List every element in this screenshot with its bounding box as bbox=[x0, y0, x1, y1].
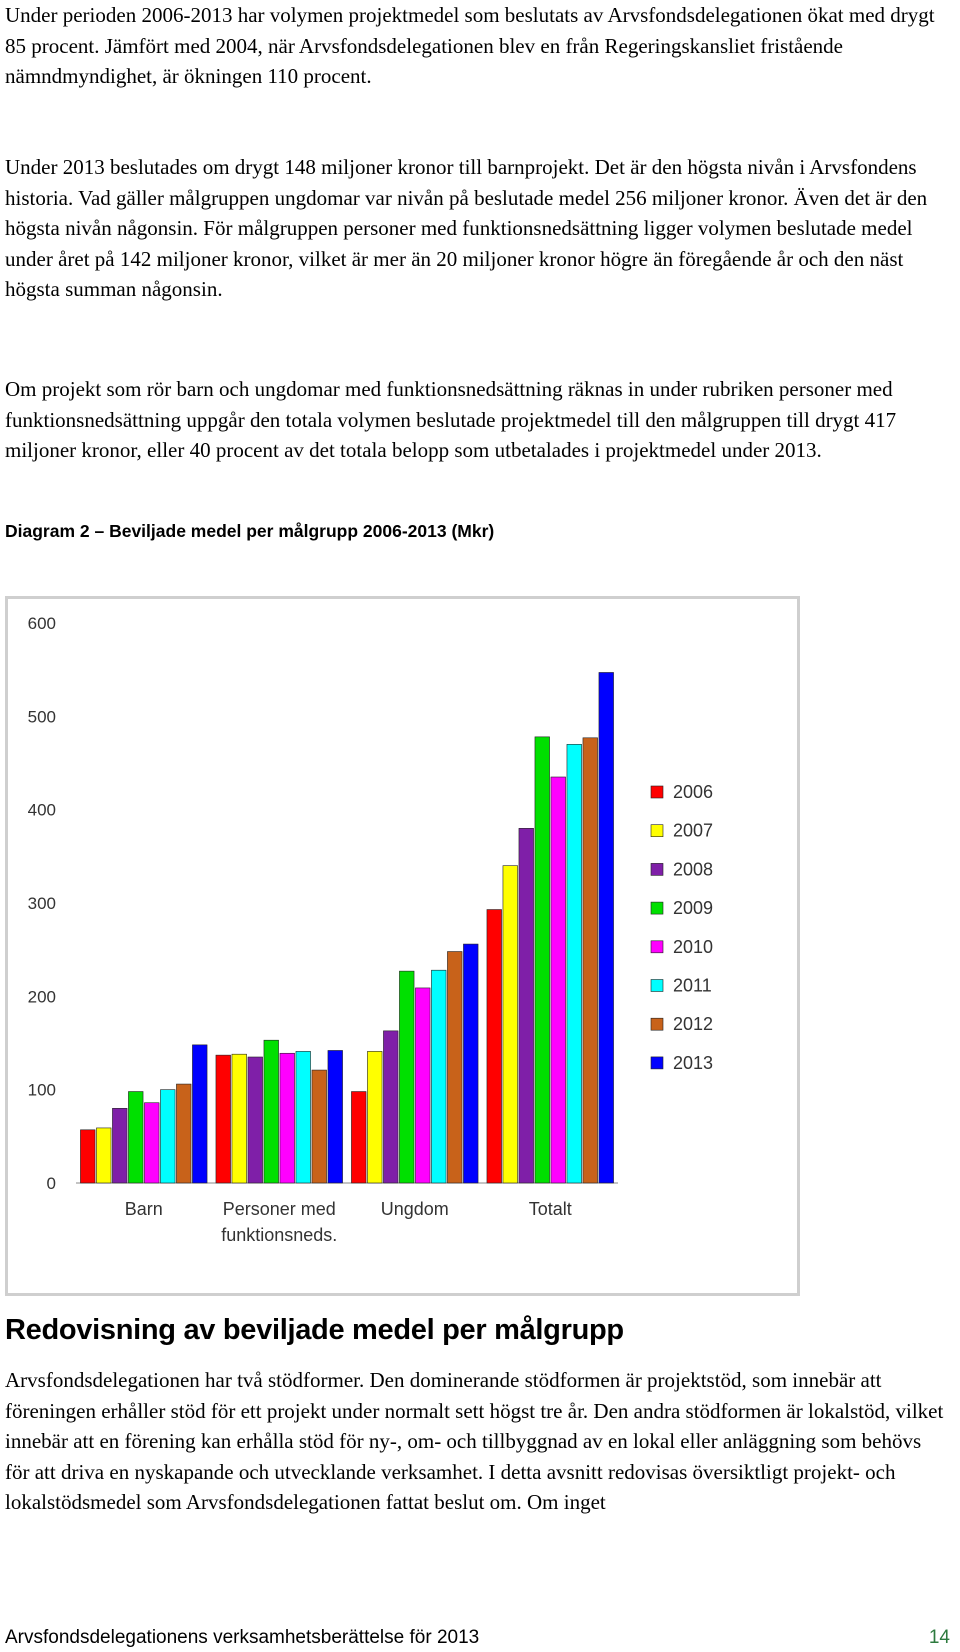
bar-2009-cat0 bbox=[128, 1091, 144, 1184]
legend-label-2006: 2006 bbox=[673, 782, 713, 802]
bar-chart-frame: 0 100 200 300 400 500 600 Barn Personer med funkt… bbox=[5, 596, 800, 1296]
bar-2013-cat1 bbox=[327, 1050, 343, 1184]
legend-label-2007: 2007 bbox=[673, 821, 713, 841]
x-category-label: Barn bbox=[125, 1199, 163, 1219]
bar-2007-cat1 bbox=[231, 1053, 247, 1184]
y-tick-label: 0 bbox=[47, 1174, 56, 1193]
legend-label-2009: 2009 bbox=[673, 898, 713, 918]
y-tick-label: 400 bbox=[28, 801, 56, 820]
bar-2013-cat2 bbox=[463, 943, 479, 1184]
bar-2011-cat3 bbox=[566, 744, 582, 1184]
bar-2006-cat3 bbox=[486, 909, 502, 1184]
x-category-label: Totalt bbox=[529, 1199, 572, 1219]
legend-label-2008: 2008 bbox=[673, 859, 713, 879]
diagram-caption: Diagram 2 – Beviljade medel per målgrupp… bbox=[5, 521, 495, 541]
bar-2010-cat1 bbox=[279, 1052, 295, 1184]
y-tick-label: 200 bbox=[28, 987, 56, 1006]
legend-swatch-2008 bbox=[650, 863, 664, 876]
paragraph-2013-levels: Under 2013 beslutades om drygt 148 miljo… bbox=[5, 155, 928, 301]
bar-chart: 0 100 200 300 400 500 600 Barn Personer med funkt… bbox=[28, 614, 713, 1245]
paragraph-funktionsnedsattning: Om projekt som rör barn och ungdomar med… bbox=[5, 377, 897, 462]
bar-2012-cat2 bbox=[447, 951, 463, 1184]
section-heading: Redovisning av beviljade medel per målgr… bbox=[5, 1314, 624, 1346]
paragraph-growth: Under perioden 2006-2013 har volymen pro… bbox=[5, 3, 935, 88]
legend-swatch-2007 bbox=[650, 824, 664, 837]
bar-2007-cat3 bbox=[502, 865, 518, 1184]
bar-2011-cat1 bbox=[295, 1051, 311, 1184]
page-footer: Arvsfondsdelegationens verksamhetsberätt… bbox=[5, 1627, 950, 1649]
legend-label-2013: 2013 bbox=[673, 1053, 713, 1073]
bar-2008-cat3 bbox=[518, 828, 534, 1184]
x-category-label: funktionsneds. bbox=[221, 1225, 337, 1245]
bar-2008-cat2 bbox=[383, 1030, 399, 1184]
bar-2006-cat0 bbox=[80, 1129, 96, 1184]
bar-2011-cat2 bbox=[431, 969, 447, 1184]
y-tick-label: 500 bbox=[28, 707, 56, 726]
bar-2013-cat0 bbox=[192, 1044, 208, 1184]
bar-2013-cat3 bbox=[598, 672, 614, 1184]
legend-swatch-2006 bbox=[650, 785, 664, 799]
paragraph-stodformer: Arvsfondsdelegationen har två stödformer… bbox=[5, 1368, 944, 1514]
bar-2012-cat1 bbox=[311, 1069, 327, 1184]
bar-2006-cat1 bbox=[215, 1054, 231, 1184]
legend-label-2011: 2011 bbox=[673, 976, 712, 996]
y-tick-label: 100 bbox=[28, 1081, 56, 1100]
bar-2008-cat0 bbox=[112, 1108, 128, 1184]
y-tick-label: 600 bbox=[28, 614, 56, 633]
y-tick-label: 300 bbox=[28, 894, 56, 913]
bar-2007-cat2 bbox=[367, 1051, 383, 1184]
bar-2006-cat2 bbox=[351, 1091, 367, 1184]
bar-2012-cat3 bbox=[582, 737, 598, 1184]
footer-title: Arvsfondsdelegationens verksamhetsberätt… bbox=[5, 1627, 480, 1648]
bar-2008-cat1 bbox=[247, 1056, 263, 1184]
legend-swatch-2009 bbox=[650, 901, 664, 915]
bar-2012-cat0 bbox=[176, 1083, 192, 1184]
bar-2010-cat3 bbox=[550, 776, 566, 1184]
bar-2010-cat2 bbox=[415, 987, 431, 1184]
x-category-label: Ungdom bbox=[381, 1199, 449, 1219]
legend-label-2012: 2012 bbox=[673, 1014, 713, 1034]
legend-swatch-2010 bbox=[650, 940, 664, 954]
legend-swatch-2012 bbox=[650, 1017, 664, 1031]
legend-label-2010: 2010 bbox=[673, 937, 713, 957]
x-category-label: Personer med bbox=[223, 1199, 336, 1219]
bar-2009-cat1 bbox=[263, 1039, 279, 1184]
bar-2011-cat0 bbox=[160, 1089, 176, 1184]
bar-2010-cat0 bbox=[144, 1102, 160, 1184]
legend-swatch-2011 bbox=[650, 979, 664, 992]
bar-2007-cat0 bbox=[96, 1127, 112, 1184]
bar-2009-cat2 bbox=[399, 970, 415, 1184]
page-number: 14 bbox=[928, 1627, 950, 1648]
legend-swatch-2013 bbox=[650, 1056, 664, 1070]
bar-2009-cat3 bbox=[534, 736, 550, 1184]
